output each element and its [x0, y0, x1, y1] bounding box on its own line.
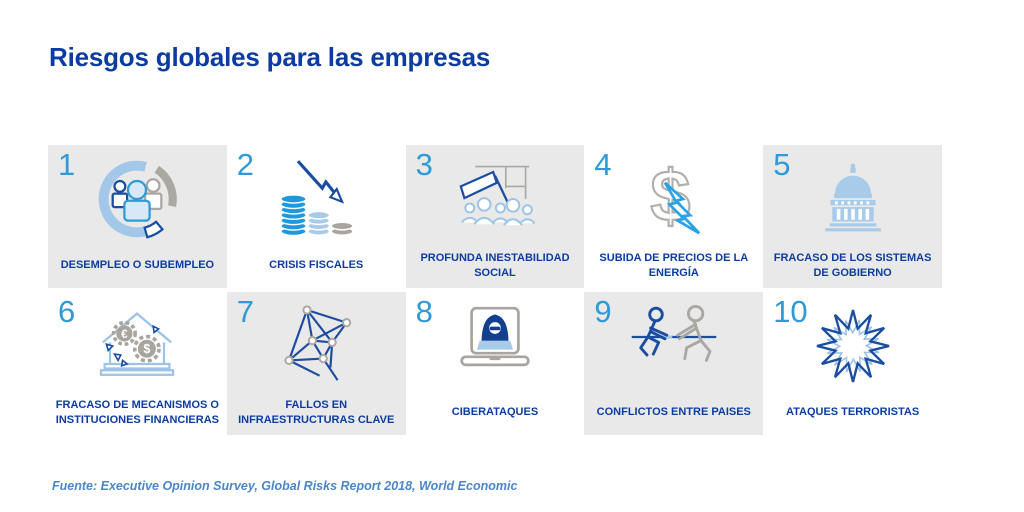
- risk-card: 5 FRACASO DE LOS SISTEMAS DE GOBIERNO: [763, 145, 942, 288]
- bank-currency-gears-icon: € $: [92, 301, 182, 391]
- capitol-building-icon: [808, 154, 898, 244]
- card-label: FALLOS EN INFRAESTRUCTURAS CLAVE: [238, 398, 395, 426]
- people-donut-chart-icon: [92, 154, 182, 244]
- card-number: 6: [58, 294, 76, 329]
- card-label: FRACASO DE MECANISMOS O INSTITUCIONES FI…: [55, 398, 219, 426]
- coin-stacks-decline-icon: [271, 154, 361, 244]
- tug-of-war-icon: [629, 301, 719, 391]
- page-title: Riesgos globales para las empresas: [49, 42, 491, 72]
- risk-card: 6 € $ FRACASO DE MECANISMOS O INSTITUCIO…: [48, 292, 227, 435]
- card-label: ATAQUES TERRORISTAS: [785, 406, 920, 419]
- card-number: 2: [236, 147, 255, 182]
- card-number: 5: [773, 147, 791, 182]
- card-number: 10: [773, 294, 808, 329]
- card-label: FRACASO DE LOS SISTEMAS DE GOBIERNO: [773, 251, 932, 279]
- card-label: SUBIDA DE PRECIOS DE LA ENERGÍA: [599, 251, 749, 279]
- risk-card: 2 CRISIS FISCALES: [226, 145, 406, 288]
- hacker-laptop-icon: [450, 301, 540, 391]
- network-nodes-icon: [271, 301, 361, 391]
- svg-text:€: €: [122, 328, 129, 341]
- card-label: CIBERATAQUES: [451, 406, 539, 419]
- explosion-starburst-icon: [808, 301, 898, 391]
- svg-text:$: $: [144, 342, 151, 356]
- card-label: CRISIS FISCALES: [269, 259, 364, 272]
- card-number: 9: [594, 294, 612, 329]
- card-number: 7: [236, 294, 255, 329]
- risk-grid: 1 DESEMPLEO O SUBEMPLEO 2 CRISIS FISCALE…: [48, 145, 942, 435]
- card-number: 1: [58, 147, 76, 182]
- card-label: PROFUNDA INESTABILIDAD SOCIAL: [420, 251, 570, 279]
- risk-card: 3 PROFUNDA INESTABILIDAD SOCIAL: [405, 145, 585, 288]
- risk-card: 8 CIBERATAQUES: [405, 292, 585, 435]
- card-number: 3: [415, 147, 433, 182]
- risk-card: 1 DESEMPLEO O SUBEMPLEO: [48, 145, 227, 288]
- card-number: 8: [415, 294, 433, 329]
- protest-crowd-flag-icon: [450, 154, 540, 244]
- dollar-lightning-icon: $: [629, 154, 719, 244]
- card-number: 4: [594, 147, 612, 182]
- source-note: Fuente: Executive Opinion Survey, Global…: [52, 479, 518, 493]
- risk-card: 7 FALLOS EN INFRAESTRUCTURAS CLAVE: [226, 292, 406, 435]
- risk-card: 9 CONFLICTOS ENTRE PAISES: [584, 292, 764, 435]
- card-label: CONFLICTOS ENTRE PAISES: [596, 406, 751, 419]
- risk-card: 10 ATAQUES TERRORISTAS: [763, 292, 942, 435]
- risk-card: 4 $ SUBIDA DE PRECIOS DE LA ENERGÍA: [584, 145, 764, 288]
- card-label: DESEMPLEO O SUBEMPLEO: [60, 259, 215, 272]
